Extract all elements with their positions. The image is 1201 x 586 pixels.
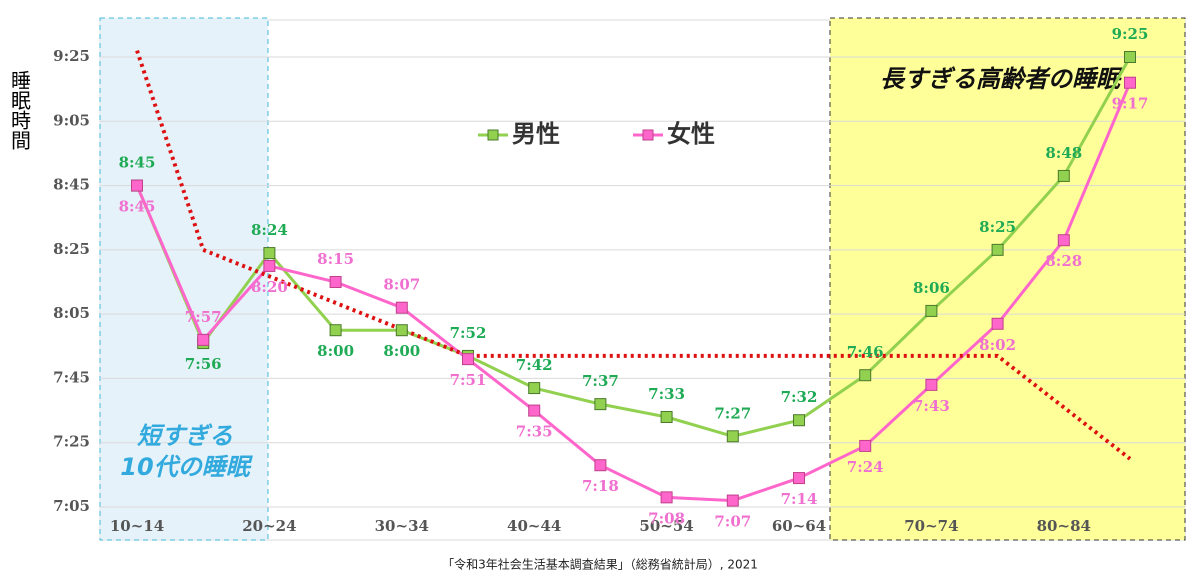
value-label: 8:25 bbox=[979, 218, 1016, 236]
value-label: 7:43 bbox=[913, 397, 950, 415]
marker bbox=[1057, 169, 1070, 182]
value-label: 7:18 bbox=[582, 477, 619, 495]
marker bbox=[329, 324, 342, 337]
value-label: 8:28 bbox=[1045, 252, 1082, 270]
y-tick-label: 8:45 bbox=[53, 176, 90, 194]
y-tick-label: 9:05 bbox=[53, 111, 90, 129]
x-tick-label: 50~54 bbox=[639, 517, 693, 535]
y-tick-label: 7:45 bbox=[53, 368, 90, 386]
value-label: 9:25 bbox=[1112, 25, 1149, 43]
marker bbox=[395, 301, 408, 314]
marker bbox=[131, 179, 143, 192]
marker bbox=[594, 398, 607, 411]
value-label: 7:52 bbox=[450, 324, 487, 342]
value-label: 8:07 bbox=[383, 276, 420, 294]
marker bbox=[859, 439, 872, 452]
value-label: 7:51 bbox=[450, 371, 487, 389]
y-tick-label: 8:25 bbox=[53, 240, 90, 258]
marker bbox=[462, 353, 474, 366]
marker bbox=[1057, 234, 1070, 247]
marker bbox=[726, 494, 739, 507]
legend-label: 女性 bbox=[667, 120, 715, 148]
highlight-region bbox=[99, 17, 269, 541]
legend-label: 男性 bbox=[512, 120, 560, 148]
x-tick-label: 20~24 bbox=[242, 517, 296, 535]
value-label: 7:14 bbox=[781, 490, 818, 508]
value-label: 7:08 bbox=[648, 509, 685, 527]
value-label: 7:07 bbox=[714, 513, 751, 531]
value-label: 8:06 bbox=[913, 279, 950, 297]
legend-marker bbox=[487, 129, 499, 141]
marker bbox=[594, 459, 607, 472]
marker bbox=[1124, 51, 1136, 63]
value-label: 8:48 bbox=[1045, 144, 1082, 162]
marker bbox=[528, 404, 541, 417]
value-label: 8:20 bbox=[251, 278, 288, 296]
value-label: 7:27 bbox=[714, 404, 751, 422]
value-label: 8:02 bbox=[979, 336, 1016, 354]
legend-marker bbox=[642, 129, 654, 141]
highlight-region bbox=[829, 17, 1186, 541]
value-label: 7:56 bbox=[185, 355, 222, 373]
value-label: 7:35 bbox=[516, 423, 553, 441]
value-label: 7:46 bbox=[847, 343, 884, 361]
value-label: 8:45 bbox=[119, 198, 156, 216]
marker bbox=[263, 259, 276, 272]
y-tick-label: 8:05 bbox=[53, 304, 90, 322]
x-tick-label: 80~84 bbox=[1037, 517, 1091, 535]
marker bbox=[1124, 76, 1136, 89]
y-axis-label: 睡眠時間 bbox=[8, 70, 32, 150]
marker bbox=[793, 414, 805, 427]
x-tick-label: 70~74 bbox=[904, 517, 958, 535]
value-label: 8:00 bbox=[383, 342, 420, 360]
marker bbox=[793, 472, 805, 485]
y-tick-label: 7:25 bbox=[53, 433, 90, 451]
annotation: 短すぎる bbox=[137, 422, 233, 450]
source-note: 「令和3年社会生活基本調査結果」（総務省統計局）, 2021 bbox=[442, 557, 758, 572]
value-label: 7:33 bbox=[648, 385, 685, 403]
y-tick-label: 9:25 bbox=[53, 47, 90, 65]
marker bbox=[197, 333, 210, 346]
marker bbox=[395, 324, 408, 337]
x-tick-label: 60~64 bbox=[772, 517, 826, 535]
value-label: 7:57 bbox=[185, 308, 222, 326]
value-label: 7:24 bbox=[847, 458, 884, 476]
x-tick-label: 40~44 bbox=[507, 517, 561, 535]
annotation: 長すぎる高齢者の睡眠 bbox=[880, 65, 1124, 93]
value-label: 7:37 bbox=[582, 372, 619, 390]
series-line bbox=[135, 82, 1132, 503]
value-label: 8:00 bbox=[317, 342, 354, 360]
marker bbox=[991, 317, 1004, 330]
marker bbox=[528, 382, 541, 395]
annotation: 10代の睡眠 bbox=[120, 453, 253, 481]
marker bbox=[925, 304, 938, 317]
marker bbox=[660, 491, 673, 504]
reference-line bbox=[135, 49, 1132, 461]
marker bbox=[991, 243, 1004, 256]
value-label: 8:45 bbox=[119, 154, 156, 172]
value-label: 8:15 bbox=[317, 250, 354, 268]
value-label: 7:32 bbox=[781, 388, 818, 406]
marker bbox=[726, 430, 739, 443]
value-label: 9:17 bbox=[1112, 95, 1149, 113]
y-tick-label: 7:05 bbox=[53, 497, 90, 515]
marker bbox=[925, 378, 938, 391]
value-label: 7:42 bbox=[516, 356, 553, 374]
marker bbox=[660, 411, 673, 423]
marker bbox=[263, 247, 276, 260]
x-tick-label: 10~14 bbox=[110, 517, 164, 535]
marker bbox=[859, 369, 872, 382]
marker bbox=[329, 276, 342, 288]
value-label: 8:24 bbox=[251, 221, 288, 239]
x-tick-label: 30~34 bbox=[375, 517, 429, 535]
